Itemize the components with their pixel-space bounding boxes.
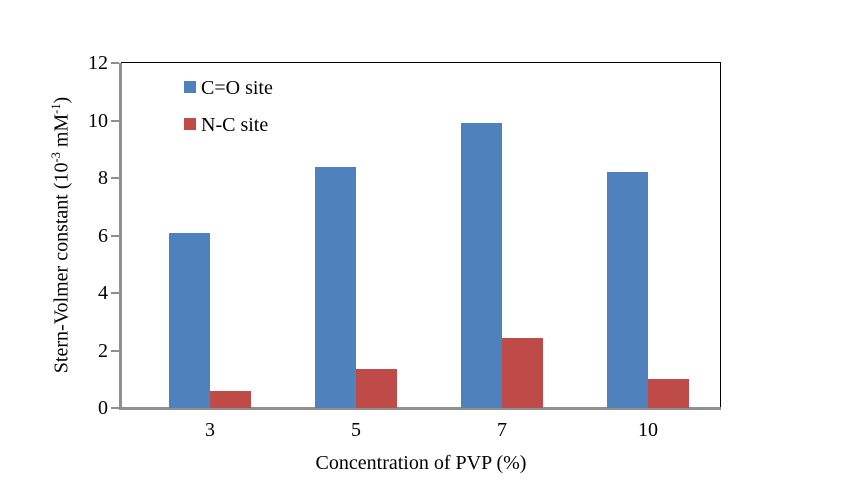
x-axis-title: Concentration of PVP (%) xyxy=(315,452,527,474)
y-tick-mark xyxy=(111,349,119,352)
y-axis-line xyxy=(119,63,122,410)
bar-n-c-site-10 xyxy=(648,379,689,408)
y-tick-mark xyxy=(111,407,119,409)
y-tick-mark xyxy=(111,292,119,294)
x-tick-label: 10 xyxy=(638,419,658,441)
legend-item: C=O site xyxy=(184,76,273,113)
plot-border-right xyxy=(720,62,721,409)
legend: C=O site N-C site xyxy=(184,76,273,150)
bar-c-o-site-5 xyxy=(315,166,356,408)
plot-area xyxy=(122,63,720,408)
y-tick-label: 8 xyxy=(98,167,108,189)
y-tick-label: 0 xyxy=(98,397,108,419)
legend-item: N-C site xyxy=(184,113,273,150)
y-tick-mark xyxy=(111,62,119,64)
y-tick-mark xyxy=(111,177,119,179)
y-axis-title-superscript: -3 xyxy=(48,152,63,163)
legend-label: C=O site xyxy=(201,77,273,99)
bar-n-c-site-7 xyxy=(502,337,543,408)
bar-c-o-site-3 xyxy=(169,232,210,408)
y-tick-label: 10 xyxy=(88,109,108,132)
bar-n-c-site-5 xyxy=(356,369,397,408)
x-tick-label: 5 xyxy=(351,419,361,441)
x-tick-label: 3 xyxy=(205,419,215,441)
legend-swatch-icon xyxy=(184,118,196,130)
legend-swatch-icon xyxy=(184,81,196,93)
x-axis-line xyxy=(119,407,721,410)
x-tick-label: 7 xyxy=(497,419,507,441)
y-tick-label: 4 xyxy=(98,282,108,304)
legend-label: N-C site xyxy=(201,114,269,136)
y-tick-label: 12 xyxy=(88,52,108,74)
bar-c-o-site-10 xyxy=(607,172,648,408)
bar-c-o-site-7 xyxy=(461,123,502,408)
y-axis-title-superscript: -1 xyxy=(48,103,63,114)
y-tick-mark xyxy=(111,234,119,237)
plot-border-top xyxy=(121,62,721,63)
y-tick-label: 6 xyxy=(98,224,108,247)
y-tick-mark xyxy=(111,119,119,122)
y-tick-label: 2 xyxy=(98,339,108,362)
bar-n-c-site-3 xyxy=(210,390,251,408)
